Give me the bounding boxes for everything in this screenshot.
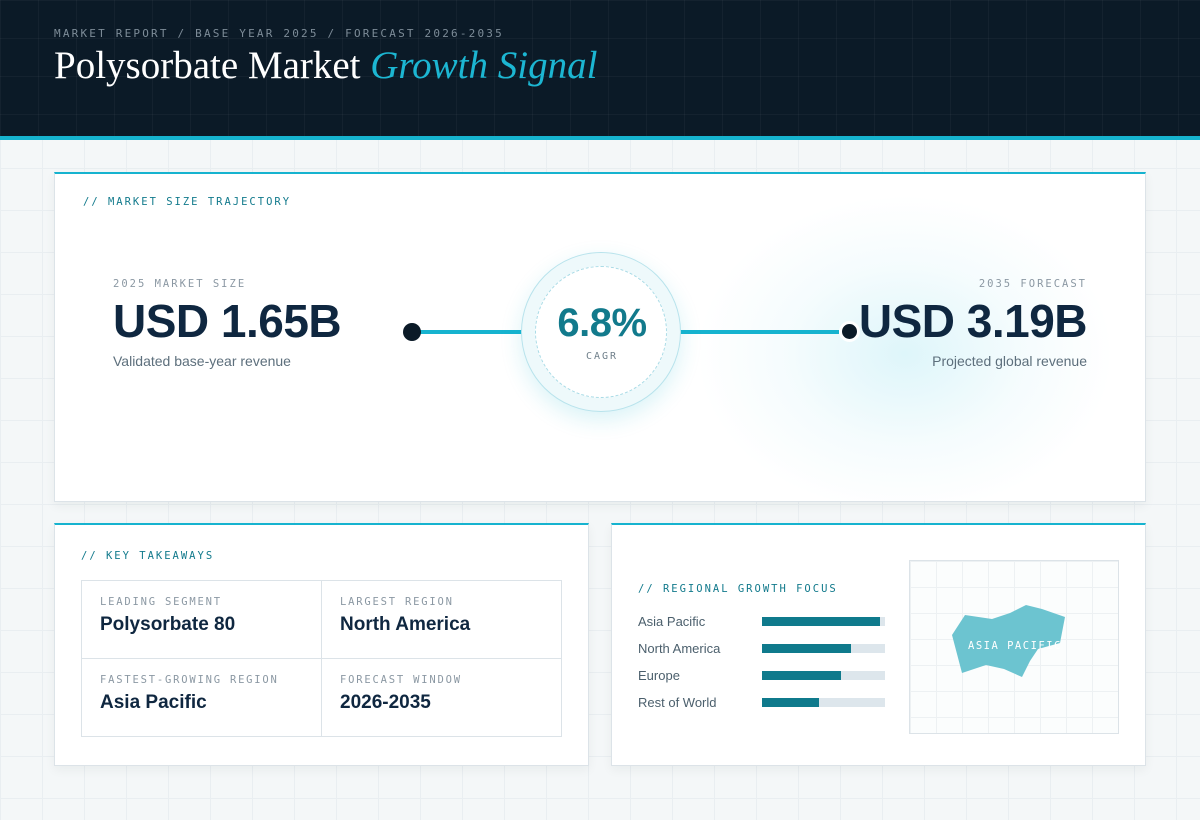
start-stat-value: USD 1.65B xyxy=(113,294,341,348)
forecast-glow xyxy=(695,194,1115,502)
takeaway-leading-segment: LEADING SEGMENT Polysorbate 80 xyxy=(82,581,322,659)
takeaway-label: LARGEST REGION xyxy=(340,596,454,608)
region-bar-row: Europe xyxy=(638,665,888,685)
regional-growth-card: // REGIONAL GROWTH FOCUS Asia Pacific No… xyxy=(611,523,1146,766)
end-stat-value: USD 3.19B xyxy=(859,294,1087,348)
region-bar-row: Asia Pacific xyxy=(638,611,888,631)
title-accent: Growth Signal xyxy=(370,44,597,87)
report-header: MARKET REPORT / BASE YEAR 2025 / FORECAS… xyxy=(0,0,1200,140)
key-takeaways-card: // KEY TAKEAWAYS LEADING SEGMENT Polysor… xyxy=(54,523,589,766)
region-bar-fill xyxy=(762,644,851,653)
region-bar-row: North America xyxy=(638,638,888,658)
takeaway-value: 2026-2035 xyxy=(340,692,431,714)
region-bar-row: Rest of World xyxy=(638,692,888,712)
takeaway-value: Asia Pacific xyxy=(100,692,207,714)
region-bar-track xyxy=(762,698,885,707)
region-bar-track xyxy=(762,671,885,680)
trajectory-line-left xyxy=(417,330,523,334)
takeaway-label: LEADING SEGMENT xyxy=(100,596,222,608)
end-point-dot xyxy=(839,321,860,342)
cagr-badge: 6.8% CAGR xyxy=(521,252,681,412)
end-stat-label: 2035 FORECAST xyxy=(979,278,1087,290)
takeaway-value: North America xyxy=(340,614,470,636)
region-bar-name: Europe xyxy=(638,668,680,683)
market-size-trajectory-card: // MARKET SIZE TRAJECTORY 2025 MARKET SI… xyxy=(54,172,1146,502)
region-bar-track xyxy=(762,617,885,626)
title-main: Polysorbate Market xyxy=(54,44,361,87)
cagr-value: 6.8% xyxy=(536,301,668,346)
region-bar-name: Asia Pacific xyxy=(638,614,705,629)
takeaway-value: Polysorbate 80 xyxy=(100,614,235,636)
end-stat-note: Projected global revenue xyxy=(932,353,1087,369)
trajectory-card-label: // MARKET SIZE TRAJECTORY xyxy=(83,196,291,208)
takeaways-grid: LEADING SEGMENT Polysorbate 80 LARGEST R… xyxy=(81,580,562,737)
trajectory-line-right xyxy=(679,330,839,334)
cagr-label: CAGR xyxy=(536,351,668,362)
takeaway-label: FASTEST-GROWING REGION xyxy=(100,674,279,686)
region-bar-name: North America xyxy=(638,641,720,656)
start-stat-label: 2025 MARKET SIZE xyxy=(113,278,246,290)
start-stat-note: Validated base-year revenue xyxy=(113,353,291,369)
takeaway-largest-region: LARGEST REGION North America xyxy=(322,581,562,659)
page-title: Polysorbate Market Growth Signal xyxy=(54,43,597,88)
takeaway-label: FORECAST WINDOW xyxy=(340,674,462,686)
region-bar-name: Rest of World xyxy=(638,695,717,710)
regional-card-label: // REGIONAL GROWTH FOCUS xyxy=(638,583,838,595)
region-bar-fill xyxy=(762,671,841,680)
takeaways-card-label: // KEY TAKEAWAYS xyxy=(81,550,214,562)
start-point-dot xyxy=(403,323,421,341)
takeaway-forecast-window: FORECAST WINDOW 2026-2035 xyxy=(322,659,562,737)
region-bar-fill xyxy=(762,698,819,707)
region-bar-track xyxy=(762,644,885,653)
map-region-label: ASIA PACIFIC xyxy=(968,640,1062,652)
takeaway-fastest-growing-region: FASTEST-GROWING REGION Asia Pacific xyxy=(82,659,322,737)
region-map: ASIA PACIFIC xyxy=(909,560,1119,734)
report-eyebrow: MARKET REPORT / BASE YEAR 2025 / FORECAS… xyxy=(54,27,504,40)
region-bar-fill xyxy=(762,617,880,626)
